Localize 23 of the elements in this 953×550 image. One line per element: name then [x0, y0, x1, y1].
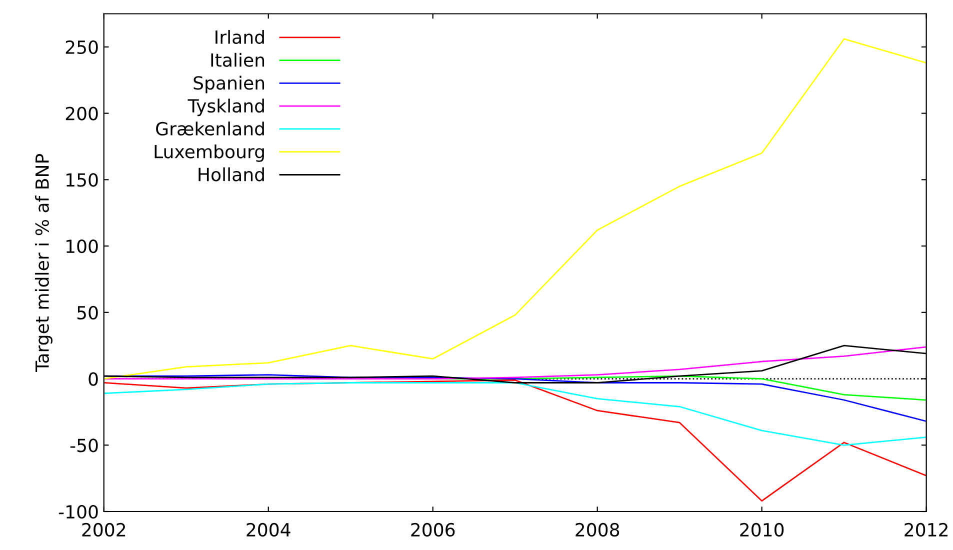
legend-label: Luxembourg — [154, 144, 264, 162]
y-tick-label: 150 — [66, 173, 98, 187]
y-tick-label: -50 — [70, 438, 98, 452]
legend-label: Italien — [211, 52, 264, 67]
legend-label: Irland — [216, 30, 264, 44]
line-series — [104, 382, 926, 446]
legend-label: Grækenland — [156, 122, 264, 136]
legend-label: Holland — [198, 167, 264, 182]
x-tick-label: 2006 — [411, 522, 455, 537]
x-tick-label: 2004 — [246, 522, 290, 537]
x-tick-label: 2012 — [904, 522, 948, 537]
y-tick-label: 0 — [88, 372, 98, 386]
x-tick-label: 2008 — [576, 522, 620, 537]
y-tick-label: 100 — [66, 239, 98, 254]
x-tick-label: 2002 — [82, 522, 126, 537]
y-axis-title: Target midler i % af BNP — [35, 154, 52, 372]
legend-label: Tyskland — [188, 98, 264, 116]
y-tick-label: -100 — [58, 504, 98, 519]
y-tick-label: 50 — [77, 306, 98, 320]
legend-label: Spanien — [194, 76, 264, 94]
x-tick-label: 2010 — [740, 522, 784, 537]
y-tick-label: 200 — [66, 106, 98, 120]
y-tick-label: 250 — [66, 40, 98, 54]
